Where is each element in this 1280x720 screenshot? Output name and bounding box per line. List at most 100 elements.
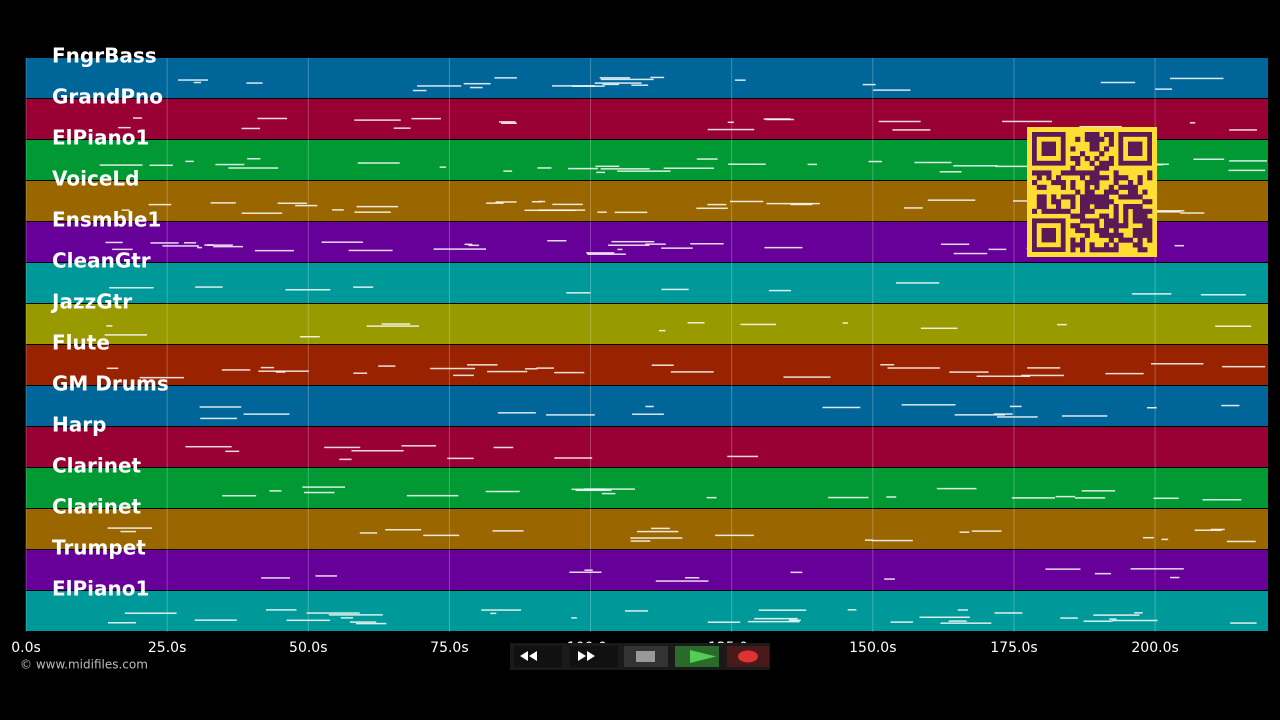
note (939, 171, 962, 173)
rewind-button[interactable] (514, 646, 562, 667)
track-row (26, 468, 1268, 508)
qr-module (1094, 156, 1100, 162)
qr-module (1132, 204, 1138, 210)
track-label: Clarinet (52, 454, 142, 478)
note (257, 117, 288, 120)
qr-module (1041, 170, 1047, 176)
note (423, 534, 460, 537)
qr-module (1108, 156, 1114, 162)
note (1131, 293, 1172, 295)
note (183, 242, 197, 244)
note (892, 129, 931, 131)
note (828, 496, 869, 499)
note (1200, 294, 1246, 296)
qr-module (1108, 223, 1114, 229)
note (637, 530, 679, 533)
qr-module (1104, 223, 1110, 229)
note (645, 405, 654, 408)
note (890, 621, 913, 623)
qr-module (1137, 242, 1143, 248)
note (222, 494, 257, 497)
note (959, 531, 970, 533)
note (1130, 568, 1184, 570)
note (254, 249, 294, 252)
qr-module (1080, 218, 1086, 224)
note (324, 446, 361, 449)
qr-module (1094, 223, 1100, 229)
qr-module (1142, 247, 1148, 253)
qr-module (1041, 204, 1047, 210)
qr-module (1094, 170, 1100, 176)
qr-module (1084, 208, 1090, 214)
note (124, 612, 177, 614)
qr-module (1118, 237, 1124, 243)
note (354, 119, 401, 121)
forward-icon (578, 651, 595, 661)
track-labels: FngrBass GrandPno ElPiano1 VoiceLd Ensmble1 C… (50, 44, 169, 601)
note (417, 85, 462, 87)
note (1221, 404, 1240, 407)
note (207, 244, 233, 246)
qr-module (1041, 208, 1047, 214)
tick-label: 150.0s (849, 640, 896, 656)
qr-module (1075, 242, 1081, 248)
note (790, 203, 813, 206)
qr-module (1089, 247, 1095, 253)
note (1155, 88, 1173, 90)
note (349, 621, 377, 623)
note (790, 571, 803, 574)
note (109, 287, 154, 289)
qr-module (1142, 232, 1148, 238)
qr-module (1056, 208, 1062, 214)
note (493, 446, 514, 449)
qr-module (1084, 132, 1090, 138)
note (1222, 365, 1266, 368)
track-label: Ensmble1 (52, 208, 161, 232)
stop-icon (636, 651, 655, 662)
note (246, 82, 263, 84)
qr-module (1142, 218, 1148, 224)
tick-label: 200.0s (1131, 640, 1178, 656)
qr-module (1089, 208, 1095, 214)
note (766, 202, 820, 205)
note (571, 488, 605, 491)
qr-module (1070, 146, 1076, 152)
qr-module (1089, 218, 1095, 224)
qr-module (1132, 213, 1138, 219)
qr-module (1099, 165, 1105, 171)
tick-label: 0.0s (11, 640, 41, 656)
note (754, 617, 798, 620)
note (630, 540, 651, 542)
note (162, 245, 199, 247)
qr-module (1084, 194, 1090, 200)
note (150, 242, 179, 244)
note (118, 126, 131, 129)
qr-module (1104, 146, 1110, 152)
note (199, 406, 242, 408)
note (354, 211, 391, 213)
note (976, 375, 1031, 378)
note (285, 289, 331, 291)
note (321, 241, 364, 243)
note (630, 537, 683, 539)
qr-module (1075, 156, 1081, 162)
note (1109, 618, 1117, 620)
qr-module (1118, 184, 1124, 190)
qr-module (1104, 132, 1110, 138)
note (468, 244, 480, 247)
note (571, 617, 577, 619)
qr-module (1089, 194, 1095, 200)
note (393, 127, 411, 129)
note (1112, 619, 1158, 622)
note (554, 457, 593, 459)
qr-module (1128, 194, 1134, 200)
note (971, 530, 1002, 532)
qr-module (1142, 223, 1148, 229)
qr-module (1104, 160, 1110, 166)
qr-module (1108, 132, 1114, 138)
note (1180, 212, 1205, 214)
note (587, 253, 626, 255)
qr-module (1113, 247, 1119, 253)
qr-module (1137, 180, 1143, 186)
